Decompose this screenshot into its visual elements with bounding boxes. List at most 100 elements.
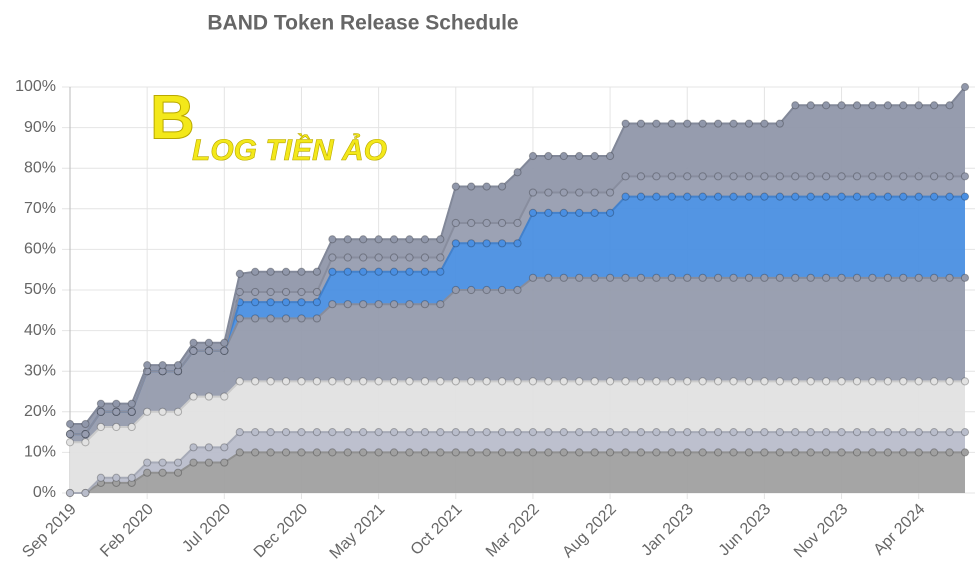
point [65, 488, 75, 498]
point [266, 448, 275, 457]
point [837, 192, 846, 201]
point [605, 273, 615, 282]
point [760, 428, 769, 437]
point [189, 338, 198, 347]
point [575, 428, 584, 437]
point [204, 458, 213, 467]
point [235, 428, 244, 437]
point [328, 377, 337, 386]
point [420, 377, 430, 386]
point [389, 267, 399, 276]
point [81, 488, 90, 498]
point [343, 235, 352, 244]
point [65, 430, 75, 439]
point [760, 448, 769, 457]
x-tick-label: May 2021 [327, 501, 389, 563]
point [420, 428, 430, 437]
point [359, 300, 368, 309]
point [914, 377, 923, 386]
point [590, 428, 599, 437]
point [158, 468, 167, 477]
point [544, 151, 553, 161]
point [775, 273, 784, 282]
point [251, 377, 260, 386]
point [544, 273, 553, 282]
point [173, 468, 183, 477]
point [714, 428, 723, 437]
point [698, 192, 707, 201]
point [513, 218, 522, 228]
point [359, 377, 368, 386]
point [636, 273, 646, 282]
point [559, 273, 568, 282]
point [683, 273, 692, 282]
point [482, 448, 491, 457]
point [930, 192, 939, 201]
point [575, 208, 584, 217]
point [683, 192, 692, 201]
point [189, 443, 198, 452]
point [652, 377, 661, 386]
point [960, 377, 970, 386]
point [189, 458, 198, 467]
point [899, 377, 908, 386]
x-tick-label: Sep 2019 [19, 501, 80, 562]
point [389, 448, 399, 457]
point [266, 287, 275, 297]
point [528, 273, 538, 282]
point [960, 428, 970, 437]
point [528, 428, 538, 437]
point [112, 407, 121, 416]
point [744, 273, 754, 282]
point [251, 448, 260, 457]
point [359, 253, 368, 262]
point [729, 119, 738, 128]
point [960, 82, 970, 92]
point [590, 448, 599, 457]
point [760, 273, 769, 282]
y-tick-label: 0% [33, 484, 56, 501]
point [312, 448, 321, 457]
point [683, 428, 692, 437]
point [899, 428, 908, 437]
point [621, 119, 630, 128]
point [405, 253, 414, 262]
point [868, 428, 877, 437]
point [328, 253, 337, 262]
point [590, 151, 599, 161]
point [575, 188, 584, 197]
point [945, 101, 954, 110]
point [667, 119, 676, 128]
point [590, 273, 599, 282]
point [127, 407, 136, 416]
point [235, 448, 244, 457]
point [405, 377, 414, 386]
point [436, 253, 445, 262]
point [297, 377, 306, 386]
point [281, 428, 291, 437]
point [914, 428, 923, 437]
point [528, 151, 538, 161]
watermark: LOG TIỀN ẢO [192, 133, 387, 167]
point [559, 428, 568, 437]
point [281, 287, 291, 297]
point [652, 119, 661, 128]
point [744, 428, 754, 437]
point [852, 273, 862, 282]
point [775, 119, 784, 128]
point [359, 267, 368, 276]
point [559, 188, 568, 197]
point [173, 458, 183, 467]
point [467, 448, 476, 457]
point [281, 267, 291, 276]
point [482, 428, 491, 437]
point [775, 448, 784, 457]
point [945, 448, 954, 457]
point [297, 448, 306, 457]
x-tick-label: Apr 2024 [871, 501, 929, 559]
point [605, 448, 615, 457]
point [760, 172, 769, 181]
point [852, 428, 862, 437]
point [945, 273, 954, 282]
area [70, 87, 965, 435]
